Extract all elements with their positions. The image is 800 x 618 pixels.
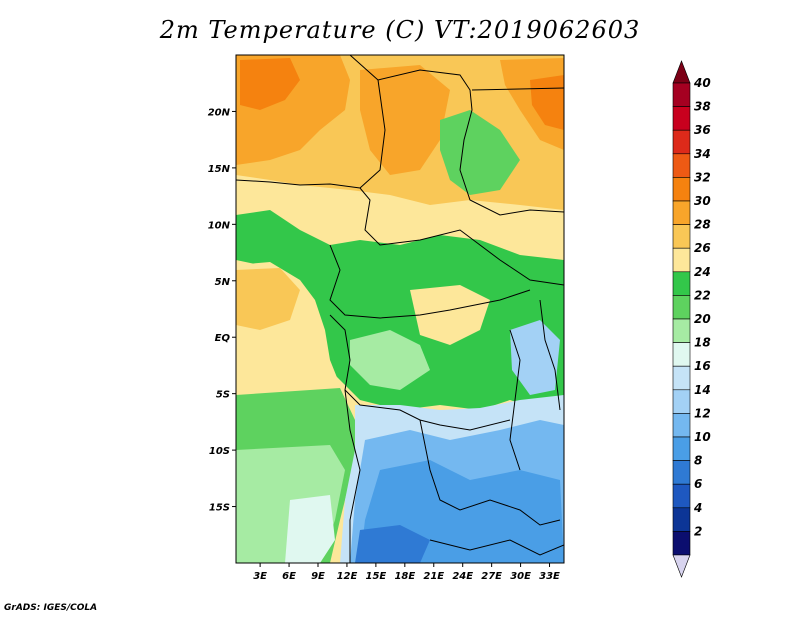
lat-tick-label: 15N — [208, 164, 231, 175]
colorbar-bottom-arrow — [672, 554, 691, 578]
colorbar-label: 16 — [694, 359, 711, 373]
lon-tick-label: 15E — [366, 571, 387, 582]
lat-tick-label: 10N — [208, 220, 231, 231]
colorbar-swatch — [672, 413, 691, 438]
colorbar-swatch — [672, 106, 691, 131]
colorbar-swatch — [672, 531, 691, 556]
coastal-warm-ocean — [236, 268, 300, 330]
congo-basin-light-green — [350, 330, 430, 390]
colorbar-label: 12 — [694, 406, 711, 420]
colorbar-swatch — [672, 483, 691, 509]
colorbar-label: 8 — [694, 454, 702, 468]
colorbar-label: 20 — [694, 312, 711, 326]
colorbar-swatch — [672, 342, 691, 367]
colorbar-label: 4 — [693, 501, 702, 515]
colorbar-swatch — [672, 129, 691, 155]
colorbar-swatch — [672, 200, 691, 225]
colorbar-label: 14 — [694, 383, 711, 397]
colorbar-label: 6 — [694, 477, 702, 491]
colorbar-label: 26 — [694, 241, 711, 255]
lat-tick-label: 5N — [215, 277, 231, 288]
colorbar-swatch — [672, 389, 691, 414]
colorbar-label: 2 — [694, 524, 702, 538]
colorbar-label: 38 — [694, 100, 711, 114]
colorbar-swatch — [672, 507, 691, 532]
congo-warm-patch — [410, 285, 490, 345]
colorbar-label: 24 — [694, 265, 711, 279]
colorbar-swatch — [672, 82, 691, 107]
colorbar-label: 36 — [694, 123, 711, 137]
colorbar-swatch — [672, 224, 691, 249]
lat-tick-label: 10S — [209, 446, 230, 457]
map-title: 2m Temperature (C) VT:2019062603 — [159, 16, 641, 44]
colorbar-label: 34 — [694, 147, 711, 161]
lat-tick-label: EQ — [215, 333, 231, 344]
lat-tick-label: 20N — [208, 107, 231, 118]
lon-tick-label: 21E — [423, 571, 444, 582]
colorbar: 40 38 36 34 32 30 28 26 24 22 20 18 16 14 12 10 8 6 4 2 — [672, 60, 711, 578]
lon-tick-label: 9E — [311, 571, 325, 582]
colorbar-label: 32 — [694, 170, 711, 184]
lon-tick-label: 24E — [452, 571, 473, 582]
hottest-spot-nw — [240, 58, 300, 110]
lon-tick-label: 33E — [539, 571, 560, 582]
colorbar-swatch — [672, 460, 691, 485]
lon-tick-label: 3E — [253, 571, 267, 582]
colorbar-top-arrow — [672, 60, 691, 84]
sahel-green-streak — [440, 110, 520, 195]
latitude-axis: 20N 15N 10N 5N EQ 5S 10S 15S — [208, 107, 236, 514]
colorbar-swatch — [672, 177, 691, 202]
east-africa-cool — [510, 320, 560, 395]
south-atlantic-cool — [285, 495, 335, 563]
lon-tick-label: 12E — [337, 571, 358, 582]
lat-tick-label: 15S — [209, 503, 230, 514]
equatorial-green-belt — [236, 210, 564, 410]
temperature-field — [236, 55, 564, 563]
colorbar-label: 28 — [694, 218, 711, 232]
map-frame — [235, 54, 565, 564]
colorbar-swatch — [672, 365, 691, 391]
credit-text: GrADS: IGES/COLA — [4, 603, 98, 613]
colorbar-label: 10 — [694, 430, 711, 444]
colorbar-swatch — [672, 436, 691, 461]
colorbar-swatch — [672, 247, 691, 273]
colorbar-label: 40 — [693, 76, 711, 90]
colorbar-label: 30 — [694, 194, 711, 208]
lon-tick-label: 18E — [394, 571, 415, 582]
colorbar-label: 22 — [694, 288, 711, 302]
lon-tick-label: 6E — [282, 571, 296, 582]
southern-africa-coldest — [355, 525, 430, 563]
colorbar-swatch — [672, 153, 691, 178]
country-borders — [236, 55, 564, 563]
colorbar-label: 18 — [694, 336, 711, 350]
lon-tick-label: 30E — [510, 571, 531, 582]
longitude-axis: 3E 6E 9E 12E 15E 18E 21E 24E 27E 30E 33E — [253, 563, 560, 582]
colorbar-swatch — [672, 295, 691, 320]
colorbar-swatch — [672, 318, 691, 343]
colorbar-swatch — [672, 271, 691, 296]
lat-tick-label: 5S — [216, 390, 230, 401]
lon-tick-label: 27E — [481, 571, 502, 582]
